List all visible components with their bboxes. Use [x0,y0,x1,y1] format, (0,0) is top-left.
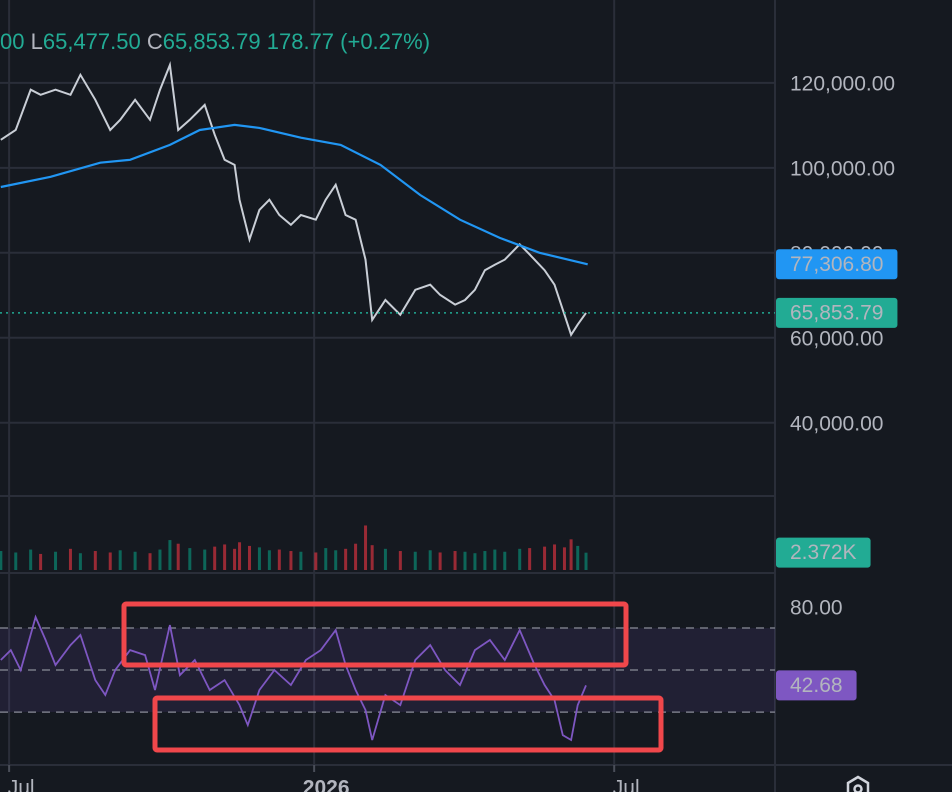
value-label: 65,853.79 [790,301,883,324]
volume-bar [213,546,217,570]
value-label-box [776,670,857,701]
volume-bar [118,550,122,570]
volume-bar [364,525,368,570]
volume-bar [257,547,261,570]
volume-bar [277,549,281,570]
volume-bar [158,549,162,570]
x-tick-label: Jul [8,777,35,792]
highlight-box [152,695,664,753]
y-tick-label: 100,000.00 [790,157,895,180]
volume-bar [569,539,573,570]
volume-bar [553,544,557,570]
volume-bar [0,551,3,570]
volume-bar [289,551,293,570]
rsi-line [0,614,587,742]
volume-bar [438,552,442,570]
volume-bar [238,542,242,570]
volume-bar [503,551,507,570]
volume-bar [473,553,477,570]
ohlc-value: 00 [0,29,24,54]
volume-bar [233,548,237,570]
value-label: 2.372K [790,541,857,564]
volume-bar [78,553,82,570]
volume-bar [247,545,251,570]
x-tick-label: Jul [613,777,640,792]
volume-bar [314,552,318,570]
volume-bar [584,552,588,570]
volume-bar [54,551,58,570]
volume-bar [562,547,566,570]
volume-bar [483,551,487,570]
volume-bar [543,546,547,570]
ohlc-prefix: L [31,29,43,54]
highlight-box [121,601,629,668]
volume-bar [267,550,271,570]
volume-bar [39,553,43,570]
volume-bar [203,549,207,570]
value-label-box [776,249,898,280]
volume-bar [398,551,402,570]
volume-bar [108,552,112,570]
volume-bar [493,549,497,570]
y-tick-label: 40,000.00 [790,412,883,435]
volume-bar [370,545,374,570]
x-tick-label: 2026 [303,777,350,792]
volume-bar [324,548,328,570]
volume-bar [428,550,432,570]
volume-bar [133,551,137,570]
volume-bar [14,552,18,570]
volume-bar [463,551,467,570]
value-label-box [776,297,898,328]
volume-bar [518,548,522,570]
volume-bar [453,551,457,570]
volume-bar [334,550,338,570]
volume-bar [528,548,532,570]
ohlc-prefix: C [147,29,163,54]
volume-bar [299,551,303,570]
volume-bar [188,548,192,570]
price-line [0,61,587,338]
y-tick-label: 60,000.00 [790,327,883,350]
value-label: 77,306.80 [790,253,883,276]
volume-bar [148,553,152,570]
volume-bar [68,548,72,570]
volume-bar [576,545,580,570]
y-tick-label: 120,000.00 [790,72,895,95]
volume-bar [176,543,180,570]
volume-bar [168,540,172,570]
price-line [0,123,588,266]
volume-bar [383,548,387,570]
value-label-box [776,537,871,568]
volume-bar [344,548,348,570]
value-label: 42.68 [790,674,843,697]
volume-bar [29,549,33,570]
ohlc-value: 178.77 (+0.27%) [267,29,430,54]
volume-bar [413,551,417,570]
ohlc-value: 65,477.50 [43,29,141,54]
volume-bar [354,543,358,570]
settings-icon[interactable] [846,775,870,792]
volume-bar [93,551,97,570]
grid [0,0,775,765]
volume-bar [223,544,227,570]
y-tick-label: 80.00 [790,597,843,620]
ohlc-value: 65,853.79 [163,29,261,54]
ohlc-header: 00 L65,477.50 C65,853.79 178.77 (+0.27%) [0,29,430,54]
axis-labels: Jul2026Jul40,000.0060,000.0080,000.00100… [8,72,898,792]
